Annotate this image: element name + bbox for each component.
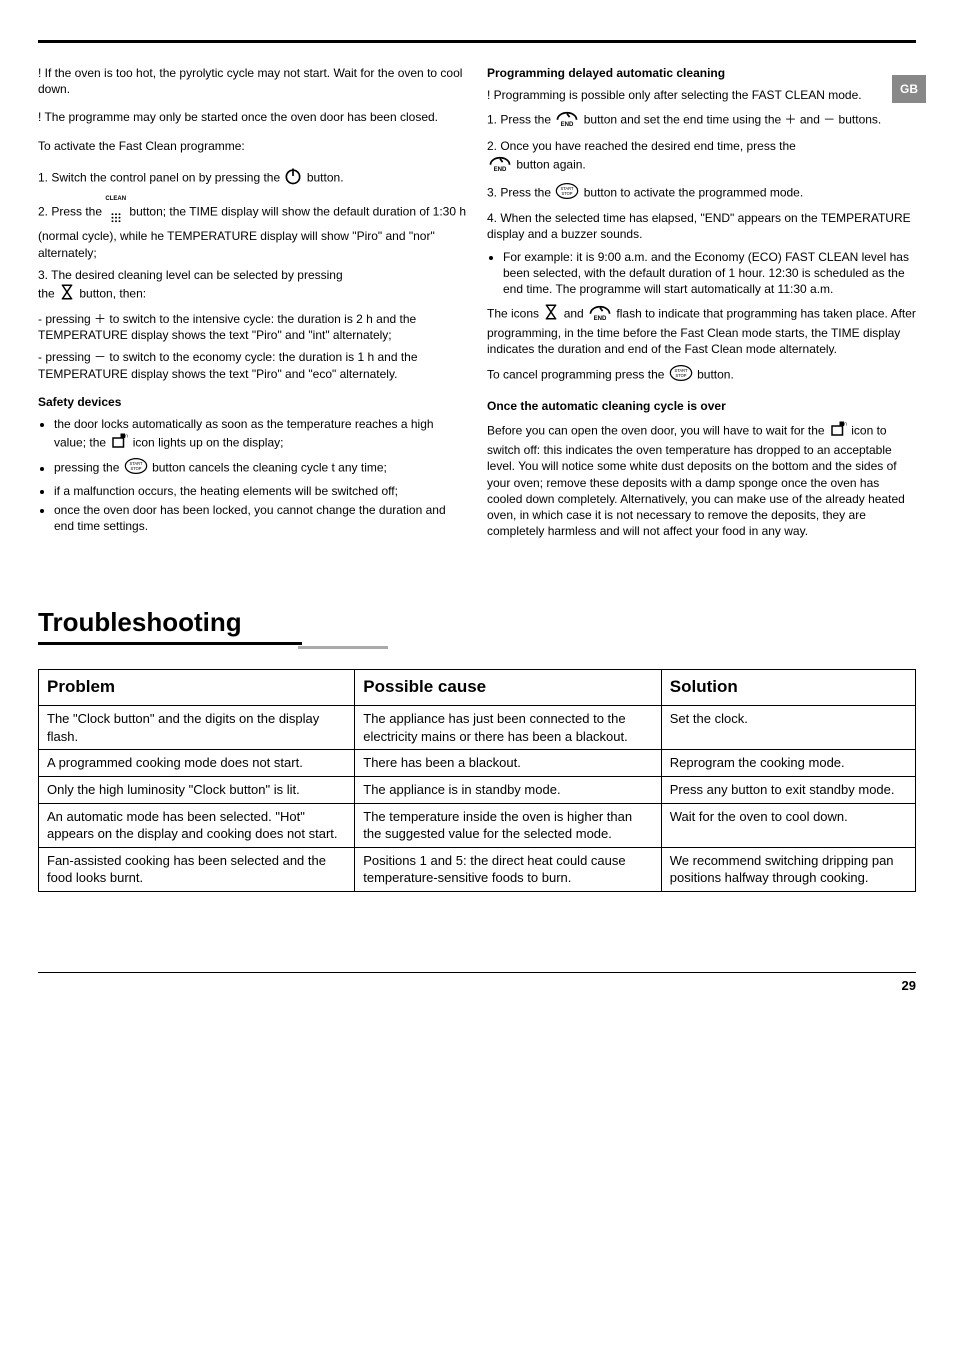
step-1-text-a: 1. Switch the control panel on by pressi… [38, 170, 283, 184]
page-footer: 29 [38, 972, 916, 995]
safety-item-1: the door locks automatically as soon as … [54, 416, 467, 454]
prog-step-3a: 3. Press the [487, 185, 554, 199]
table-cell: Positions 1 and 5: the direct heat could… [355, 847, 662, 891]
prog-step-2b: button again. [487, 154, 916, 176]
safety-list: the door locks automatically as soon as … [38, 416, 467, 534]
safety-heading-text: Safety devices [38, 395, 121, 409]
table-cell: The appliance is in standby mode. [355, 776, 662, 803]
content-columns: ! If the oven is too hot, the pyrolytic … [38, 65, 916, 545]
prog-example-list: For example: it is 9:00 a.m. and the Eco… [487, 249, 916, 298]
prog-step-3: 3. Press the button to activate the prog… [487, 182, 916, 204]
startstop-icon [123, 457, 149, 479]
prog-step-2: 2. Once you have reached the desired end… [487, 138, 916, 154]
table-row: The "Clock button" and the digits on the… [39, 706, 916, 750]
end-icon [587, 303, 613, 325]
safety-item-3: if a malfunction occurs, the heating ele… [54, 483, 467, 499]
door-lock-icon [109, 432, 129, 454]
left-column: ! If the oven is too hot, the pyrolytic … [38, 65, 467, 545]
end-icon [487, 154, 513, 176]
activate-intro: To activate the Fast Clean programme: [38, 138, 467, 154]
table-cell: We recommend switching dripping pan posi… [661, 847, 915, 891]
prog-step-3b: button to activate the programmed mode. [584, 185, 803, 199]
clean-icon: CLEAN [105, 196, 126, 228]
startstop-icon [554, 182, 580, 204]
prog-icons-para: The icons and flash to indicate that pro… [487, 303, 916, 358]
prog-step-1: 1. Press the button and set the end time… [487, 109, 916, 131]
warning-hot: ! If the oven is too hot, the pyrolytic … [38, 65, 467, 97]
troubleshooting-heading: Troubleshooting [38, 605, 302, 645]
table-row: An automatic mode has been selected. "Ho… [39, 803, 916, 847]
safety-item-2: pressing the button cancels the cleaning… [54, 457, 467, 479]
prog-step-2b-text: button again. [516, 157, 585, 171]
prog-step-1b: button and set the end time using the ＋ … [584, 113, 882, 127]
step-3b-b: button, then: [79, 286, 146, 300]
safety-item-2a: pressing the [54, 461, 123, 475]
troubleshooting-section: Troubleshooting Problem Possible cause S… [38, 545, 916, 891]
step-3: 3. The desired cleaning level can be sel… [38, 267, 467, 283]
safety-item-2b: button cancels the cleaning cycle t any … [152, 461, 387, 475]
top-rule [38, 40, 916, 43]
startstop-icon [668, 364, 694, 386]
over-heading: Once the automatic cleaning cycle is ove… [487, 398, 916, 414]
over-heading-text: Once the automatic cleaning cycle is ove… [487, 399, 726, 413]
prog-p2a: The icons [487, 306, 542, 320]
table-header-cause: Possible cause [355, 670, 662, 706]
step-5: - pressing － to switch to the economy cy… [38, 349, 467, 381]
step-2: 2. Press the CLEAN button; the TIME disp… [38, 196, 467, 261]
table-header-problem: Problem [39, 670, 355, 706]
step-1-text-b: button. [307, 170, 344, 184]
table-row: Only the high luminosity "Clock button" … [39, 776, 916, 803]
step-3b-a: the [38, 286, 58, 300]
heading-underline-grey [298, 646, 388, 649]
prog-p2b: and [564, 306, 587, 320]
table-header-solution: Solution [661, 670, 915, 706]
prog-step-1a: 1. Press the [487, 113, 554, 127]
prog-cancel: To cancel programming press the button. [487, 364, 916, 386]
prog-example: For example: it is 9:00 a.m. and the Eco… [503, 249, 916, 298]
hourglass-icon [542, 303, 560, 325]
table-cell: Fan-assisted cooking has been selected a… [39, 847, 355, 891]
over-para: Before you can open the oven door, you w… [487, 420, 916, 539]
table-cell: Reprogram the cooking mode. [661, 750, 915, 777]
page-number: 29 [902, 978, 916, 993]
table-cell: The "Clock button" and the digits on the… [39, 706, 355, 750]
prog-p3b: button. [697, 367, 734, 381]
right-column: Programming delayed automatic cleaning !… [487, 65, 916, 545]
prog-step-4: 4. When the selected time has elapsed, "… [487, 210, 916, 242]
prog-warning: ! Programming is possible only after sel… [487, 87, 916, 103]
step-1: 1. Switch the control panel on by pressi… [38, 166, 467, 190]
table-cell: The temperature inside the oven is highe… [355, 803, 662, 847]
table-cell: A programmed cooking mode does not start… [39, 750, 355, 777]
over-p4a: Before you can open the oven door, you w… [487, 423, 828, 437]
language-tab: GB [892, 75, 926, 103]
table-row: A programmed cooking mode does not start… [39, 750, 916, 777]
safety-item-4: once the oven door has been locked, you … [54, 502, 467, 534]
door-lock-icon [828, 420, 848, 442]
table-cell: Set the clock. [661, 706, 915, 750]
troubleshooting-table: Problem Possible cause Solution The "Clo… [38, 669, 916, 891]
table-cell: Press any button to exit standby mode. [661, 776, 915, 803]
hourglass-icon [58, 283, 76, 305]
clean-label: CLEAN [105, 196, 126, 202]
step-3b: the button, then: [38, 283, 467, 305]
prog-heading: Programming delayed automatic cleaning [487, 65, 916, 81]
table-cell: Only the high luminosity "Clock button" … [39, 776, 355, 803]
table-cell: Wait for the oven to cool down. [661, 803, 915, 847]
table-cell: The appliance has just been connected to… [355, 706, 662, 750]
step-2-text-a: 2. Press the [38, 204, 105, 218]
safety-item-1b: icon lights up on the display; [133, 435, 284, 449]
power-icon [283, 166, 303, 190]
end-icon [554, 109, 580, 131]
table-row: Fan-assisted cooking has been selected a… [39, 847, 916, 891]
step-4: - pressing ＋ to switch to the intensive … [38, 311, 467, 343]
prog-heading-text: Programming delayed automatic cleaning [487, 66, 725, 80]
table-cell: There has been a blackout. [355, 750, 662, 777]
table-cell: An automatic mode has been selected. "Ho… [39, 803, 355, 847]
prog-p3a: To cancel programming press the [487, 367, 668, 381]
safety-heading: Safety devices [38, 394, 467, 410]
table-header-row: Problem Possible cause Solution [39, 670, 916, 706]
warning-door: ! The programme may only be started once… [38, 109, 467, 125]
